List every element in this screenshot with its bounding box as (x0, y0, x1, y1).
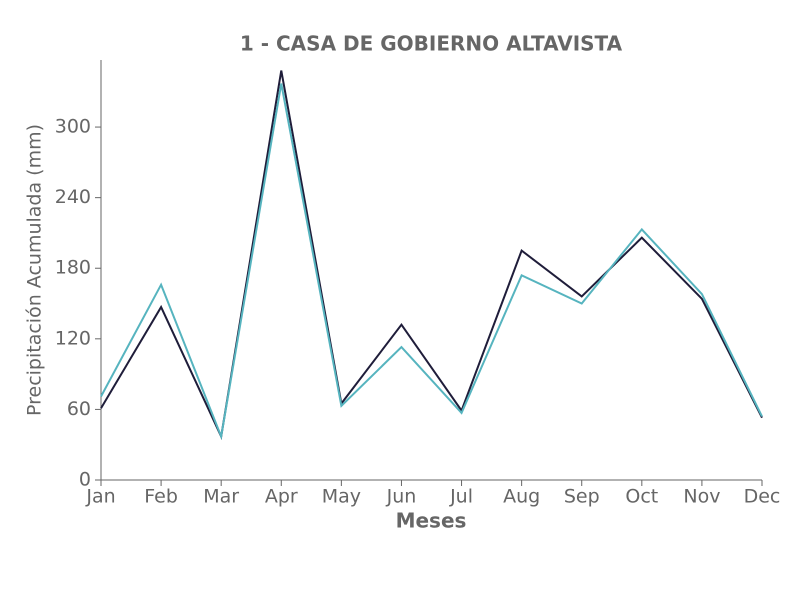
x-tick-label: Oct (625, 486, 658, 508)
x-tick-label: Sep (564, 486, 600, 508)
x-tick-label: Feb (144, 486, 178, 508)
y-tick-label: 0 (79, 469, 91, 491)
chart-title: 1 - CASA DE GOBIERNO ALTAVISTA (240, 32, 623, 56)
y-tick-label: 240 (55, 186, 91, 208)
y-axis-label: Precipitación Acumulada (mm) (24, 124, 46, 416)
x-tick-label: Apr (265, 486, 298, 508)
x-tick-label: Mar (203, 486, 239, 508)
y-tick-label: 120 (55, 327, 91, 349)
x-tick-label: Jun (386, 486, 417, 508)
y-tick-label: 300 (55, 116, 91, 138)
x-tick-label: Dec (744, 486, 781, 508)
x-axis-label: Meses (396, 509, 467, 533)
x-tick-label: Jul (449, 486, 473, 508)
x-tick-label: Nov (683, 486, 720, 508)
x-tick-label: Aug (503, 486, 540, 508)
series-line (100, 70, 763, 440)
x-tick-label: Jan (85, 486, 115, 508)
x-tick-label: May (322, 486, 361, 508)
y-tick-label: 180 (55, 257, 91, 279)
y-tick-label: 60 (67, 398, 91, 420)
series-line (100, 83, 763, 441)
